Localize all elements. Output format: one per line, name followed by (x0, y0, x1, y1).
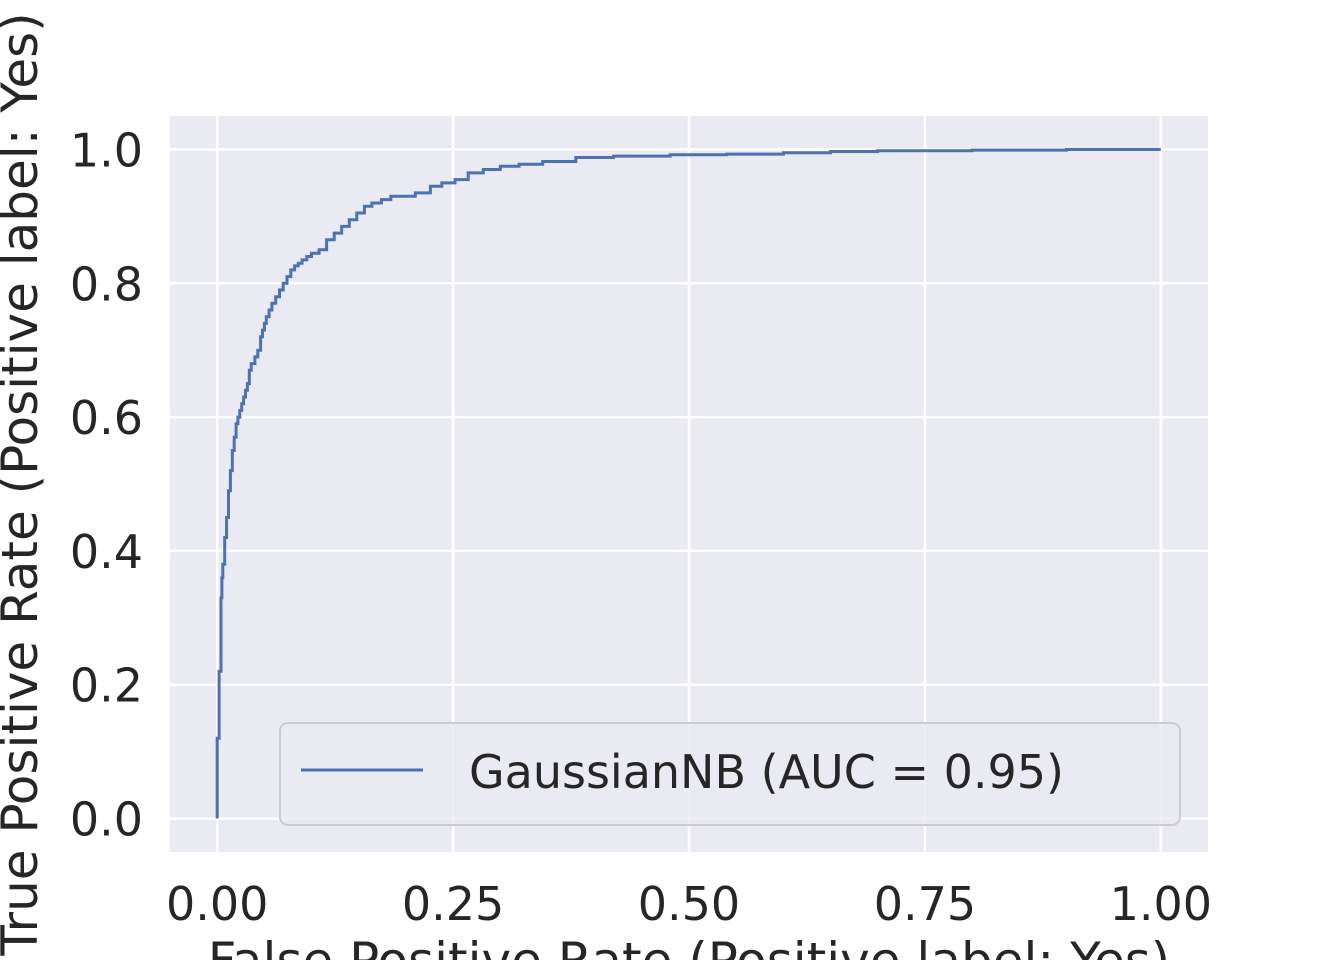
x-tick-labels: 0.00 0.25 0.50 0.75 1.00 (166, 877, 1212, 931)
x-tick-label: 1.00 (1110, 877, 1212, 931)
y-tick-label: 0.4 (70, 525, 143, 579)
y-axis-label: True Positive Rate (Positive label: Yes) (0, 12, 49, 956)
x-tick-label: 0.50 (638, 877, 740, 931)
y-tick-label: 0.2 (70, 659, 143, 713)
legend-label: GaussianNB (AUC = 0.95) (469, 745, 1064, 799)
y-tick-label: 1.0 (70, 123, 143, 177)
series-line (215, 148, 1161, 819)
legend: GaussianNB (AUC = 0.95) (279, 722, 1181, 826)
legend-box (279, 722, 1181, 826)
x-tick-label: 0.25 (402, 877, 504, 931)
y-tick-label: 0.6 (70, 391, 143, 445)
y-tick-label: 0.0 (70, 793, 143, 847)
x-tick-label: 0.75 (874, 877, 976, 931)
y-tick-label: 0.8 (70, 257, 143, 311)
x-tick-label: 0.00 (166, 877, 268, 931)
y-tick-labels: 0.0 0.2 0.4 0.6 0.8 1.0 (70, 123, 143, 846)
x-axis-label: False Positive Rate (Positive label: Yes… (208, 932, 1171, 960)
